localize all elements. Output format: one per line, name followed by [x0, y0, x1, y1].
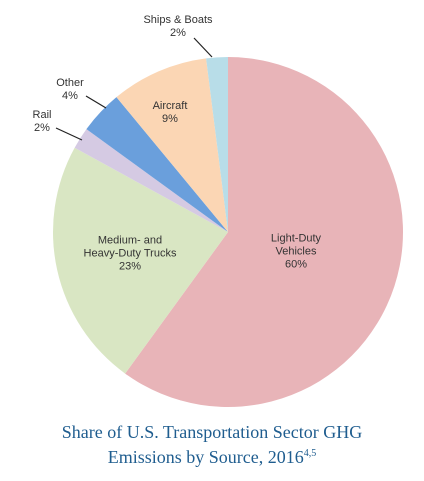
category-label: Rail: [32, 109, 52, 121]
category-label: Medium- and Heavy-Duty Trucks: [83, 234, 177, 260]
value-label: 60%: [284, 258, 308, 271]
slice-label: Medium- and Heavy-Duty Trucks 23%: [79, 235, 181, 274]
category-label: Ships & Boats: [143, 14, 213, 26]
pie-slice: [125, 57, 403, 407]
pie-slice: [116, 58, 228, 232]
slice-label: Other 4%: [55, 77, 85, 103]
pie-slice: [86, 97, 228, 232]
category-label: Aircraft: [152, 100, 188, 112]
pie: [53, 37, 403, 407]
slice-label: Light-Duty Vehicles 60%: [261, 233, 331, 272]
leader-line: [55, 127, 83, 141]
category-label: Other: [56, 77, 84, 89]
pie-slice: [206, 57, 228, 232]
leader-line: [85, 95, 107, 109]
value-label: 9%: [162, 113, 178, 125]
leader-line: [193, 37, 213, 58]
category-label: Light-Duty Vehicles: [270, 232, 322, 258]
value-label: 4%: [62, 90, 78, 102]
title-superscript: 4,5: [303, 448, 317, 459]
chart-title-block: Share of U.S. Transportation Sector GHG …: [0, 422, 424, 468]
chart-title: Share of U.S. Transportation Sector GHG …: [61, 422, 363, 467]
value-label: 2%: [170, 27, 186, 39]
slice-label: Rail 2%: [27, 109, 57, 135]
slice-label: Ships & Boats 2%: [133, 14, 223, 40]
value-label: 2%: [34, 122, 50, 134]
slice-label: Aircraft 9%: [140, 100, 200, 126]
pie-slice: [74, 129, 228, 232]
pie-slice: [53, 147, 229, 374]
value-label: 23%: [118, 260, 142, 273]
title-text: Share of U.S. Transportation Sector GHG …: [42, 422, 382, 468]
